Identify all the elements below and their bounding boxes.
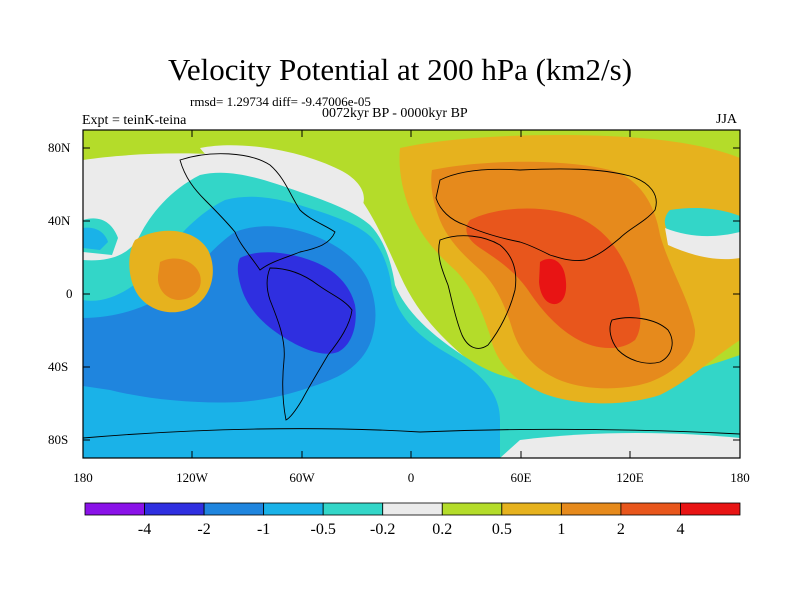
contour-band-gt4	[539, 258, 567, 305]
colorbar-label: -0.5	[310, 521, 336, 538]
colorbar-swatch	[322, 502, 384, 516]
lon-label: 60E	[510, 470, 532, 485]
contour-band-neg0.2-0.2	[665, 228, 740, 260]
colorbar-swatch	[560, 502, 622, 516]
colorbar-swatch	[144, 502, 205, 516]
lon-label: 120W	[176, 470, 208, 485]
lat-label: 80S	[48, 432, 69, 447]
colorbar-label: -0.2	[370, 521, 396, 538]
lon-label: 120E	[616, 470, 644, 485]
lat-label: 80N	[48, 140, 71, 155]
lon-label: 60W	[289, 470, 315, 485]
africa-coast	[438, 235, 517, 349]
colorbar-label: -4	[137, 521, 152, 538]
contour-band-1-2	[157, 258, 201, 300]
south-america-coast	[266, 267, 353, 421]
colorbar-label: 4	[676, 521, 685, 538]
contour-band-neg0.2-0.2	[200, 145, 364, 210]
colorbar-swatch	[620, 502, 681, 516]
lat-label: 40N	[48, 213, 71, 228]
eurasia-coast	[435, 168, 657, 261]
experiment-label: Expt = teinK-teina	[82, 113, 187, 128]
colorbar-swatch	[441, 502, 503, 516]
lat-label: 40S	[48, 359, 69, 374]
contour-band-neg0.5-neg0.2	[664, 207, 740, 243]
colorbar-swatch	[501, 502, 562, 516]
lon-label: 180	[730, 470, 750, 485]
map-title: Velocity Potential at 200 hPa (km2/s)	[167, 52, 633, 87]
australia-coast	[609, 317, 673, 364]
north-america-coast	[179, 153, 336, 271]
lat-label: 0	[66, 286, 73, 301]
antarctica-coast	[83, 428, 740, 439]
coastlines	[83, 153, 740, 439]
colorbar	[84, 502, 741, 516]
colorbar-swatch	[263, 502, 324, 516]
colorbar-label: -1	[256, 521, 271, 538]
period-label: 0072kyr BP - 0000kyr BP	[322, 106, 468, 121]
colorbar-label: 1	[557, 521, 566, 538]
contour-band-neg0.2-0.2	[500, 433, 740, 458]
colorbar-label: 2	[616, 521, 625, 538]
colorbar-swatch	[382, 502, 443, 516]
contour-band-neg1-neg0.5	[83, 227, 108, 250]
colorbar-label: -2	[197, 521, 211, 538]
season-label: JJA	[716, 112, 738, 127]
contour-fill-layer	[83, 130, 740, 458]
rmsd-diff-stats: rmsd= 1.29734 diff= -9.47006e-05	[190, 94, 371, 109]
colorbar-label: 0.2	[432, 521, 453, 538]
colorbar-swatch	[680, 502, 741, 516]
axis-ticks	[83, 130, 740, 458]
colorbar-swatch	[203, 502, 265, 516]
colorbar-label: 0.5	[491, 521, 512, 538]
colorbar-swatch	[84, 502, 145, 516]
lon-label: 0	[407, 470, 415, 485]
lon-label: 180	[73, 470, 93, 485]
